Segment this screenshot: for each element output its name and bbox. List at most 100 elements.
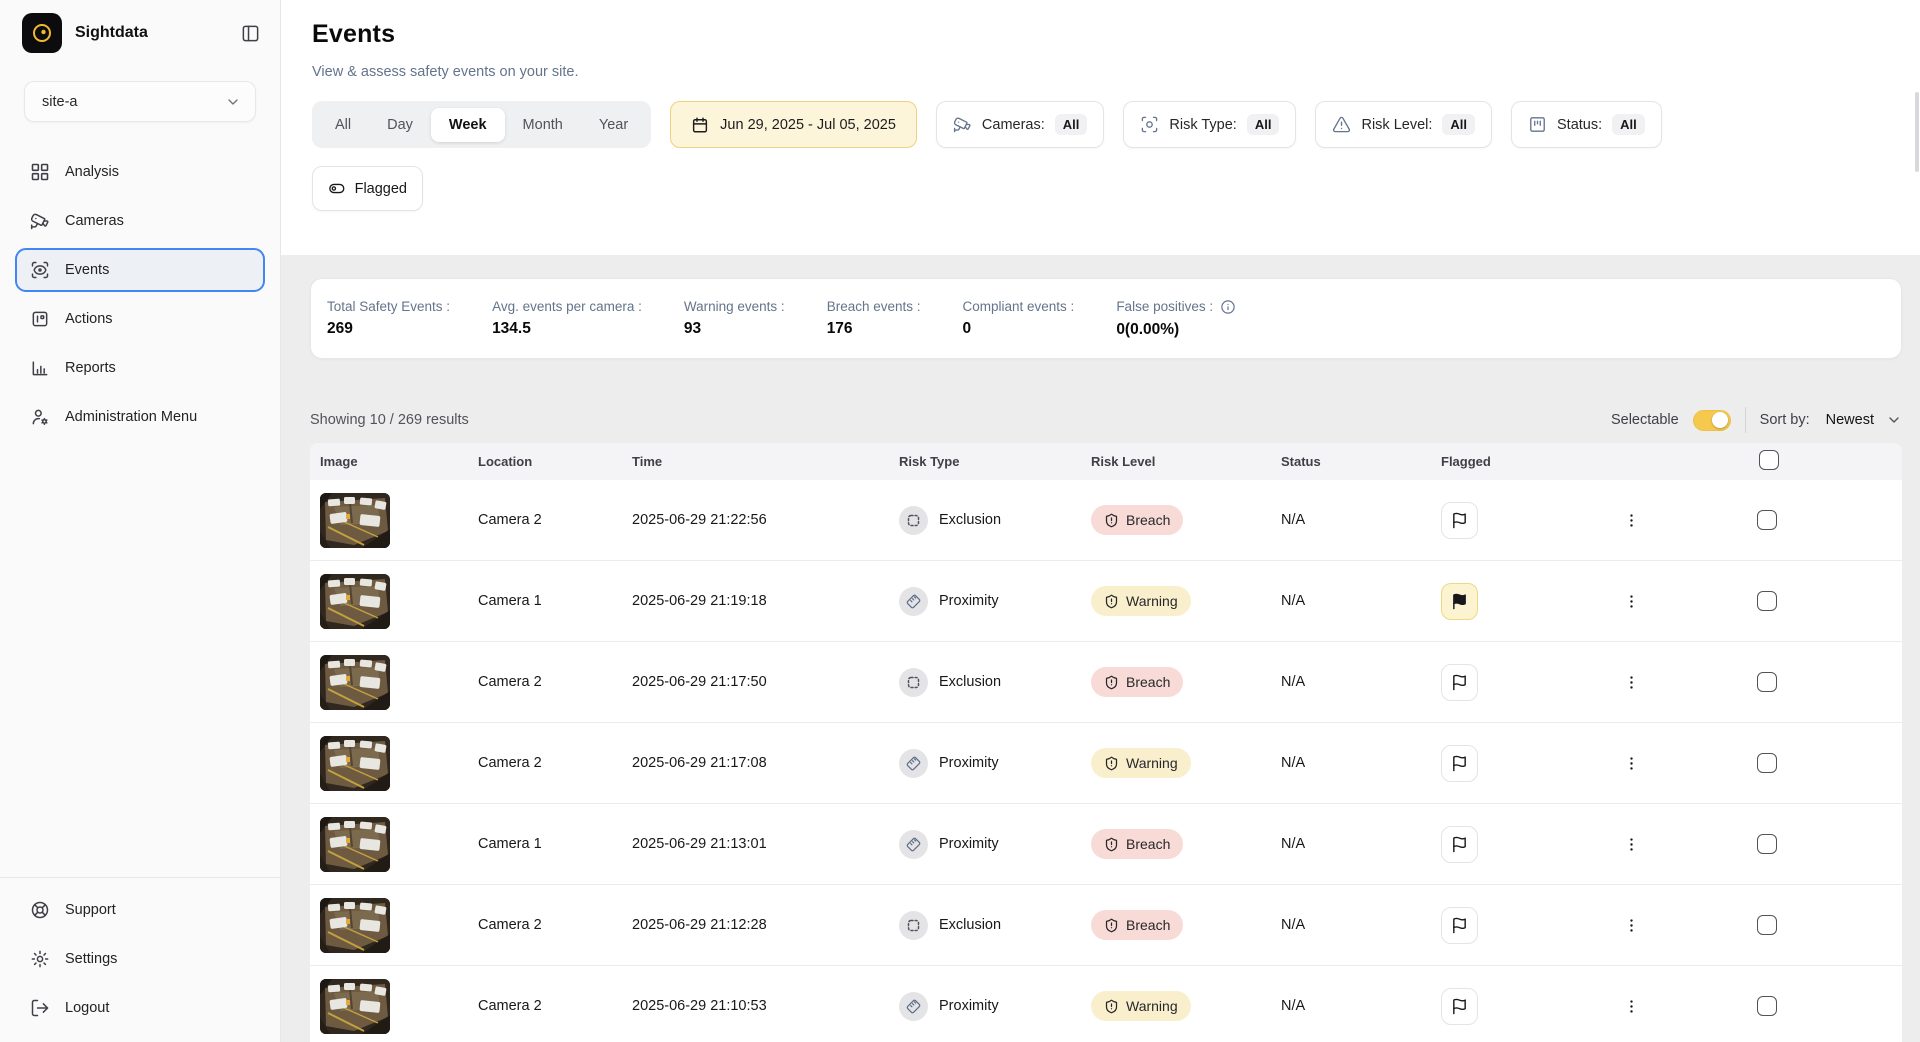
- dots-vertical-icon: [1630, 594, 1633, 608]
- risk-level-badge: Warning: [1091, 748, 1191, 778]
- event-thumbnail[interactable]: [320, 816, 390, 872]
- row-checkbox[interactable]: [1757, 672, 1777, 692]
- period-segmented-control: All Day Week Month Year: [312, 101, 652, 148]
- flag-button[interactable]: [1441, 744, 1478, 782]
- sidebar-item-administration[interactable]: Administration Menu: [15, 395, 265, 439]
- row-menu-button[interactable]: [1611, 998, 1640, 1015]
- sidebar-item-support[interactable]: Support: [15, 888, 265, 932]
- row-checkbox[interactable]: [1757, 996, 1777, 1016]
- scan-eye-icon: [1140, 115, 1159, 134]
- sidebar-item-label: Actions: [65, 311, 113, 327]
- risk-level-filter[interactable]: Risk Level: All: [1315, 101, 1493, 148]
- chevron-down-icon: [228, 98, 238, 105]
- page-subtitle: View & assess safety events on your site…: [312, 64, 579, 80]
- toggle-icon: [329, 183, 345, 194]
- location-cell: Camera 2: [478, 917, 542, 933]
- event-thumbnail[interactable]: [320, 897, 390, 953]
- flag-icon: [1453, 836, 1466, 852]
- row-checkbox[interactable]: [1757, 915, 1777, 935]
- calendar-icon: [693, 117, 708, 132]
- info-icon[interactable]: [1220, 299, 1236, 315]
- event-thumbnail[interactable]: [320, 735, 390, 791]
- sort-select[interactable]: Sort by: Newest: [1760, 412, 1902, 428]
- row-checkbox[interactable]: [1757, 834, 1777, 854]
- site-selector-value: site-a: [42, 93, 78, 110]
- time-cell: 2025-06-29 21:12:28: [632, 917, 767, 933]
- flagged-filter-button[interactable]: Flagged: [312, 166, 423, 211]
- risk-level-label: Breach: [1126, 836, 1171, 852]
- selectable-toggle[interactable]: [1692, 409, 1731, 431]
- sidebar-item-actions[interactable]: Actions: [15, 297, 265, 341]
- flag-button[interactable]: [1441, 987, 1478, 1025]
- stat-warning-events: Warning events : 93: [683, 299, 785, 337]
- ruler-icon: [899, 991, 928, 1021]
- event-thumbnail[interactable]: [320, 573, 390, 629]
- flag-button[interactable]: [1441, 501, 1478, 539]
- event-thumbnail[interactable]: [320, 978, 390, 1034]
- sidebar-item-events[interactable]: Events: [15, 248, 265, 292]
- row-menu-button[interactable]: [1611, 836, 1640, 853]
- row-menu-button[interactable]: [1611, 593, 1640, 610]
- row-menu-button[interactable]: [1611, 917, 1640, 934]
- row-checkbox[interactable]: [1757, 753, 1777, 773]
- risk-type-filter[interactable]: Risk Type: All: [1123, 101, 1297, 148]
- event-thumbnail[interactable]: [320, 492, 390, 548]
- flag-button[interactable]: [1441, 825, 1478, 863]
- scrollbar-thumb[interactable]: [1915, 92, 1919, 172]
- row-checkbox[interactable]: [1757, 591, 1777, 611]
- sidebar-item-analysis[interactable]: Analysis: [15, 150, 265, 194]
- row-menu-button[interactable]: [1611, 755, 1640, 772]
- risk-level-label: Breach: [1126, 512, 1171, 528]
- table-body: Camera 2 2025-06-29 21:22:56 Exclusion B…: [310, 480, 1902, 1042]
- flag-icon: [1453, 998, 1466, 1014]
- flag-button[interactable]: [1441, 906, 1478, 944]
- results-summary: Showing 10 / 269 results: [310, 412, 469, 428]
- column-header-image: Image: [320, 454, 358, 469]
- camera-snapshot-image: [320, 978, 390, 1034]
- select-all-checkbox[interactable]: [1759, 450, 1779, 470]
- sidebar-item-settings[interactable]: Settings: [15, 937, 265, 981]
- page-title: Events: [312, 20, 396, 48]
- sidebar-item-reports[interactable]: Reports: [15, 346, 265, 390]
- filter-value-badge: All: [1612, 114, 1645, 135]
- flag-button[interactable]: [1441, 582, 1478, 620]
- period-option-day[interactable]: Day: [387, 116, 413, 133]
- filter-label: Cameras:: [981, 116, 1045, 133]
- sidebar-collapse-button[interactable]: [241, 24, 260, 43]
- risk-level-badge: Breach: [1091, 829, 1184, 859]
- status-cell: N/A: [1281, 998, 1306, 1014]
- camera-snapshot-image: [320, 492, 390, 548]
- row-checkbox[interactable]: [1757, 510, 1777, 530]
- dots-vertical-icon: [1630, 756, 1633, 770]
- period-option-all[interactable]: All: [335, 116, 352, 133]
- column-header-flagged: Flagged: [1441, 454, 1491, 469]
- dots-vertical-icon: [1630, 837, 1633, 851]
- period-option-week[interactable]: Week: [430, 107, 505, 142]
- site-selector[interactable]: site-a: [24, 81, 256, 122]
- flag-filled-icon: [1453, 593, 1466, 609]
- stat-avg-events: Avg. events per camera : 134.5: [492, 299, 642, 337]
- shield-alert-icon: [1105, 999, 1118, 1013]
- user-gear-icon: [30, 407, 50, 427]
- risk-level-badge: Warning: [1091, 586, 1191, 616]
- sidebar: Sightdata site-a Analysis Cameras Events: [0, 0, 281, 1042]
- panel-left-icon: [242, 25, 259, 41]
- event-thumbnail[interactable]: [320, 654, 390, 710]
- status-filter[interactable]: Status: All: [1511, 101, 1662, 148]
- sidebar-item-logout[interactable]: Logout: [15, 986, 265, 1030]
- flag-button[interactable]: [1441, 663, 1478, 701]
- date-range-picker[interactable]: Jun 29, 2025 - Jul 05, 2025: [670, 101, 917, 148]
- row-menu-button[interactable]: [1611, 512, 1640, 529]
- stat-compliant-events: Compliant events : 0: [962, 299, 1075, 337]
- sidebar-item-cameras[interactable]: Cameras: [15, 199, 265, 243]
- row-menu-button[interactable]: [1611, 674, 1640, 691]
- table-row: Camera 2 2025-06-29 21:17:50 Exclusion B…: [310, 642, 1902, 723]
- period-option-year[interactable]: Year: [598, 116, 629, 133]
- period-option-month[interactable]: Month: [522, 116, 563, 133]
- sidebar-item-label: Reports: [65, 360, 116, 376]
- cameras-filter[interactable]: Cameras: All: [935, 101, 1105, 148]
- camera-snapshot-image: [320, 654, 390, 710]
- camera-snapshot-image: [320, 573, 390, 629]
- sidebar-item-label: Administration Menu: [65, 409, 198, 425]
- risk-level-label: Warning: [1126, 593, 1178, 609]
